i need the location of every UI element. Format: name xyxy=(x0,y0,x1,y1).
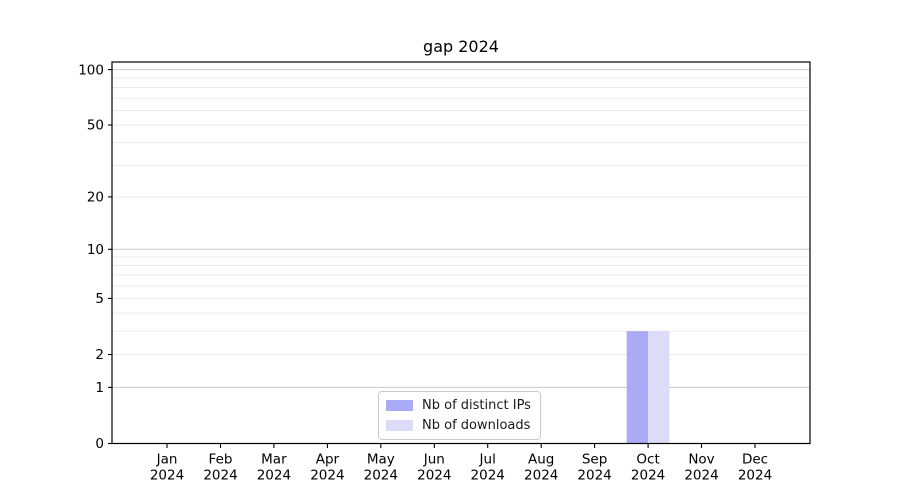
y-gridlines-minor xyxy=(112,77,810,355)
y-tick-label: 50 xyxy=(87,118,104,134)
x-tick-label: Apr 2024 xyxy=(310,452,344,484)
legend-label: Nb of downloads xyxy=(422,418,531,433)
x-tick-label: Jun 2024 xyxy=(417,452,451,484)
y-tick-label: 1 xyxy=(95,380,104,396)
legend-swatch-icon xyxy=(386,420,413,431)
x-tick-label: Mar 2024 xyxy=(257,452,291,484)
y-tick-label: 0 xyxy=(95,436,104,452)
x-tick-label: Feb 2024 xyxy=(203,452,237,484)
bar-nb-of-distinct-ips xyxy=(626,331,649,444)
x-tick-label: Dec 2024 xyxy=(738,452,772,484)
legend-swatch-icon xyxy=(386,400,413,411)
y-tick-label: 10 xyxy=(87,242,104,258)
chart-title: gap 2024 xyxy=(423,37,499,56)
plot-border xyxy=(111,61,811,445)
y-tick-label: 20 xyxy=(87,190,104,206)
legend-label: Nb of distinct IPs xyxy=(422,398,531,413)
x-tick-label: Jan 2024 xyxy=(150,452,184,484)
x-tick-label: Nov 2024 xyxy=(684,452,718,484)
y-gridlines-major xyxy=(112,69,810,388)
y-tick-label: 5 xyxy=(95,291,104,307)
legend-row: Nb of downloads xyxy=(386,417,531,434)
y-axis-ticks: 0 1 2 5 10 20 50 100 xyxy=(78,62,112,452)
y-tick-label: 100 xyxy=(78,62,104,78)
x-tick-label: May 2024 xyxy=(364,452,398,484)
x-tick-label: Jul 2024 xyxy=(471,452,505,484)
legend-row: Nb of distinct IPs xyxy=(386,397,531,414)
x-axis-ticks: Jan 2024 Feb 2024 Mar 2024 Apr 2024 May 2024 Jun 20… xyxy=(150,443,772,484)
y-tick-label: 2 xyxy=(95,347,104,363)
legend: Nb of distinct IPs Nb of downloads xyxy=(378,391,541,440)
x-tick-label: Sep 2024 xyxy=(577,452,611,484)
x-tick-label: Aug 2024 xyxy=(524,452,558,484)
bars xyxy=(626,331,670,444)
x-tick-label: Oct 2024 xyxy=(631,452,665,484)
bar-nb-of-downloads xyxy=(648,331,670,444)
